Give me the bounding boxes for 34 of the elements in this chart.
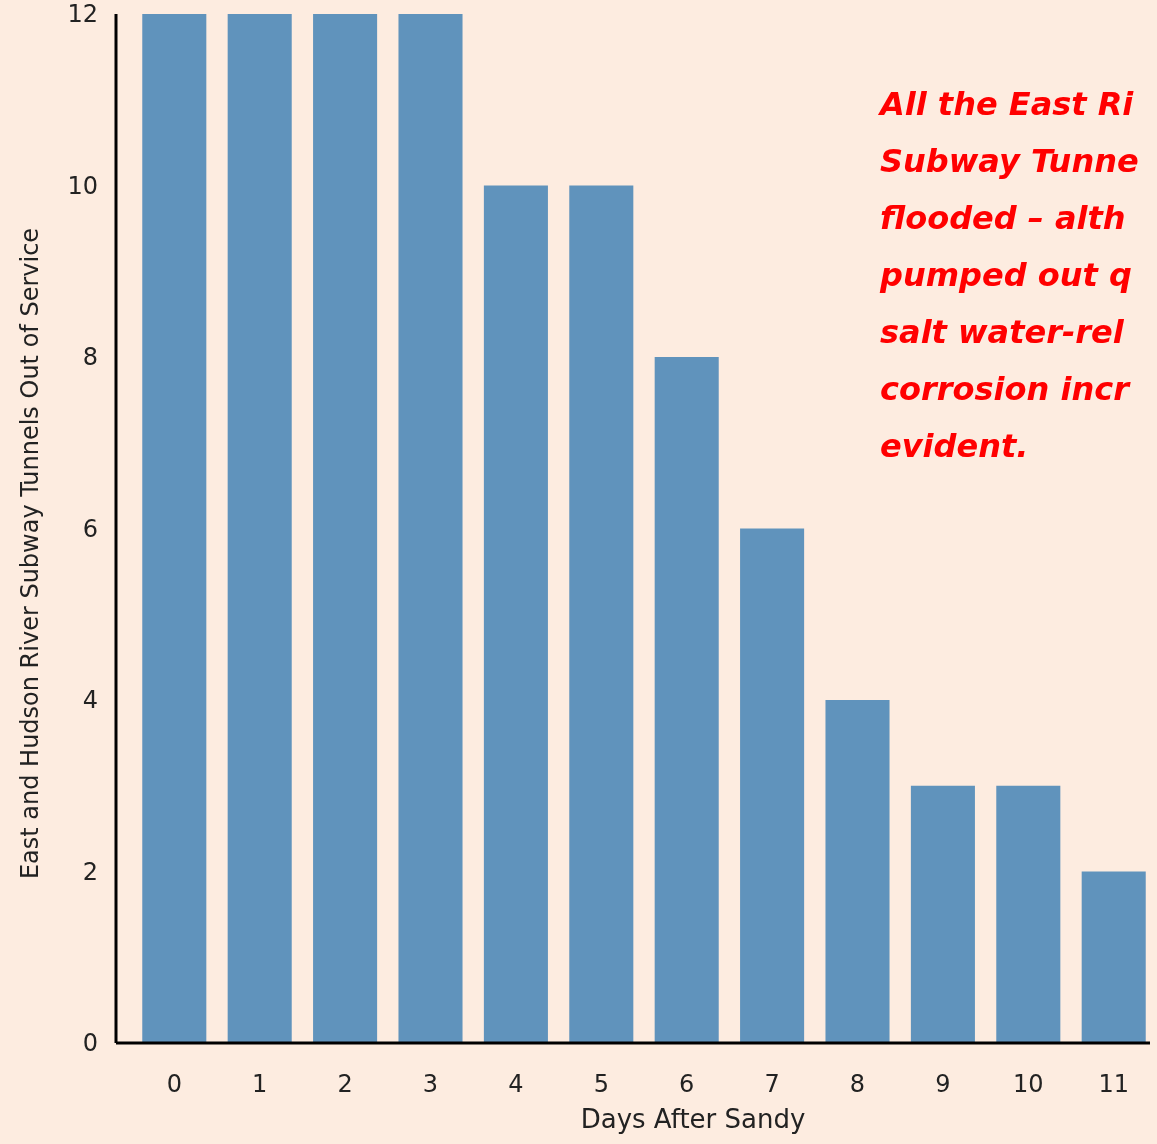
- x-axis-title: Days After Sandy: [580, 1104, 806, 1134]
- y-tick-label: 4: [82, 686, 98, 715]
- x-tick-label: 0: [166, 1070, 182, 1098]
- x-tick-label: 7: [764, 1070, 780, 1098]
- x-tick-label: 5: [593, 1070, 609, 1098]
- x-tick-label: 6: [679, 1070, 695, 1098]
- bar: [483, 185, 548, 1043]
- annotation: All the East Ri Subway Tunne flooded – alth pumped out q salt water-rel corrosion incr evident.: [877, 85, 1139, 465]
- y-tick-label: 6: [82, 514, 98, 543]
- y-tick-label: 0: [82, 1029, 98, 1058]
- x-tick-label: 2: [337, 1070, 353, 1098]
- bar: [142, 14, 207, 1043]
- y-tick-label: 12: [67, 0, 98, 29]
- y-tick-label: 8: [82, 343, 98, 372]
- bar: [398, 14, 463, 1043]
- x-tick-label: 1: [252, 1070, 268, 1098]
- bar: [227, 14, 292, 1043]
- x-tick-label: 9: [935, 1070, 951, 1098]
- x-tick-label: 3: [422, 1070, 439, 1098]
- y-axis-title: East and Hudson River Subway Tunnels Out of Service: [16, 227, 44, 880]
- bar: [996, 785, 1061, 1043]
- bar: [825, 700, 890, 1043]
- bar: [313, 14, 378, 1043]
- bar: [910, 785, 975, 1043]
- x-tick-label: 11: [1098, 1070, 1129, 1098]
- y-tick-label: 2: [82, 857, 98, 886]
- bar: [740, 528, 805, 1043]
- x-tick-label: 4: [508, 1070, 524, 1098]
- bar: [1081, 871, 1146, 1043]
- bar: [569, 185, 634, 1043]
- x-tick-label: 10: [1013, 1070, 1044, 1098]
- bar: [654, 357, 719, 1043]
- x-tick-label: 8: [849, 1070, 866, 1098]
- y-tick-label: 10: [67, 171, 98, 200]
